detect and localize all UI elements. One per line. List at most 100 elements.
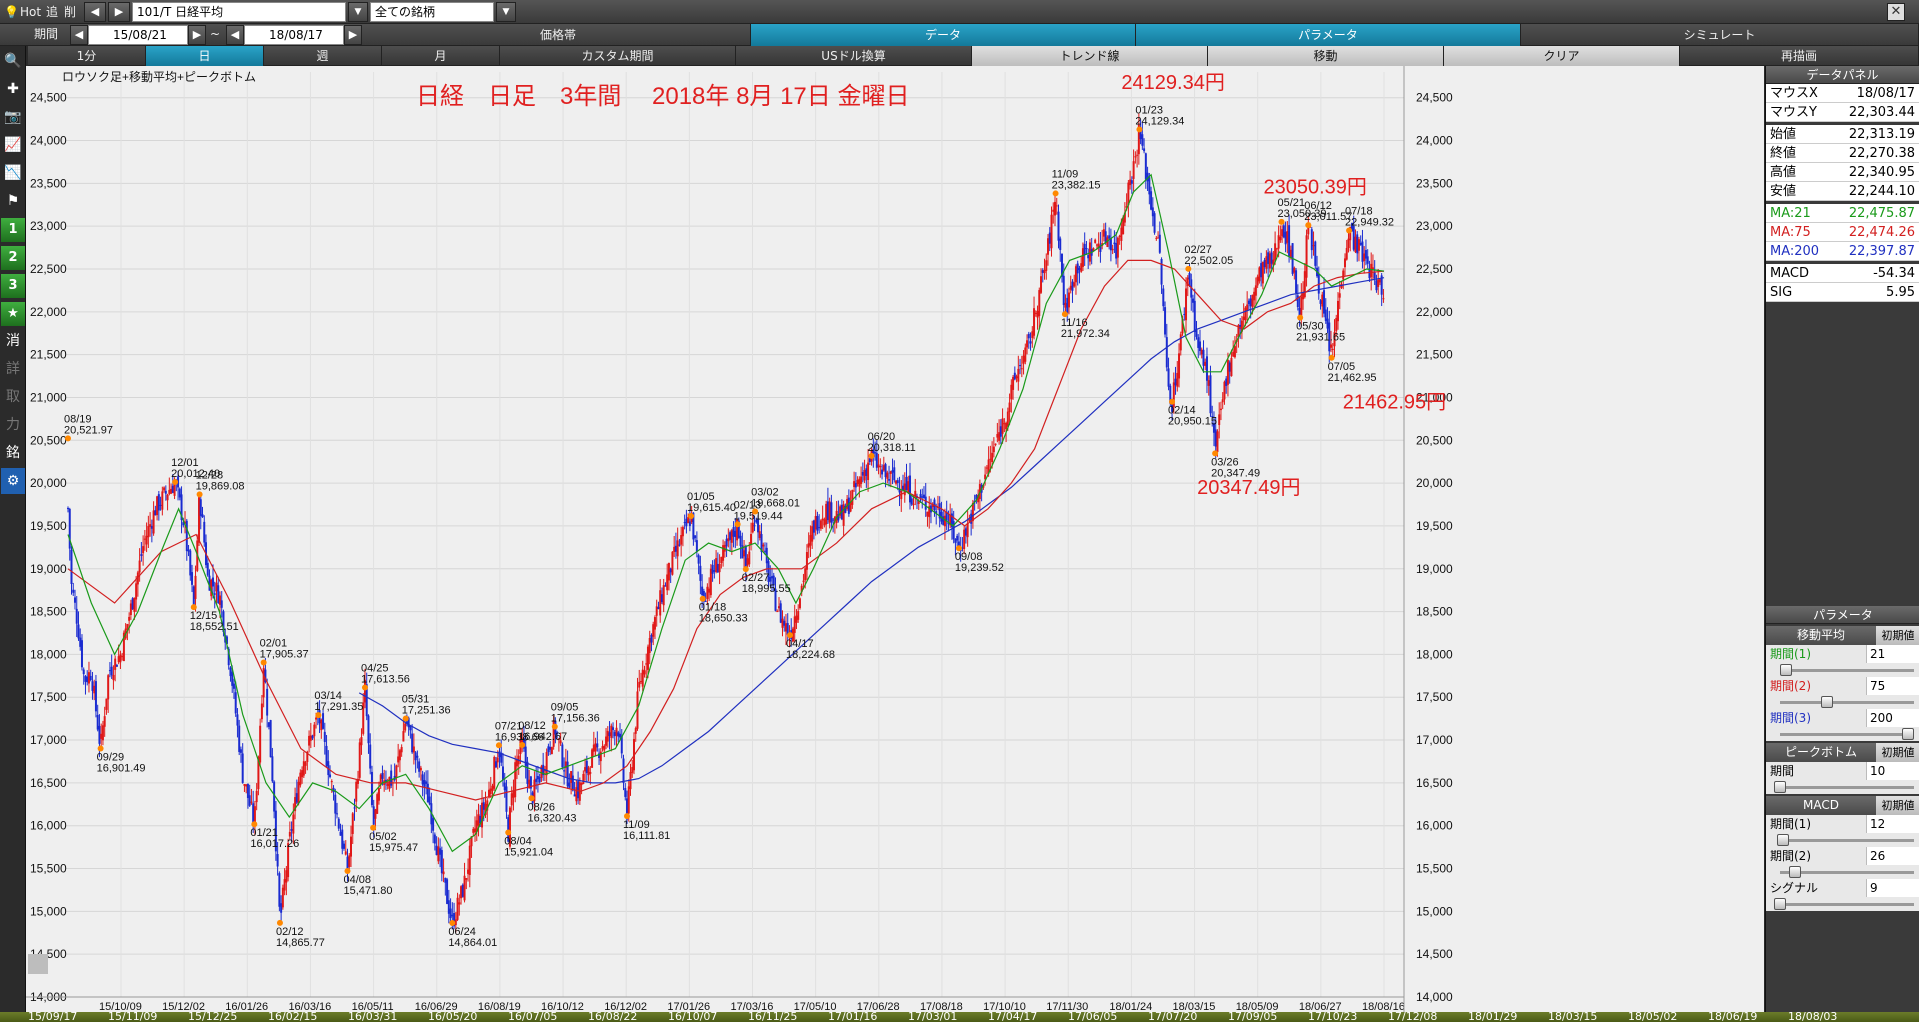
end-date-input[interactable]: 18/08/17 — [244, 25, 344, 45]
symbol-button[interactable]: 銘 — [6, 445, 20, 461]
delete-button[interactable]: 削 — [64, 5, 77, 19]
slider-track[interactable] — [1780, 701, 1914, 704]
candle-body — [103, 716, 106, 727]
flag-icon[interactable]: ⚑ — [6, 193, 20, 209]
candle-body — [856, 479, 859, 485]
universe-dropdown-icon[interactable]: ▼ — [496, 2, 516, 22]
trendline-button[interactable]: トレンド線 — [972, 46, 1208, 66]
detail-button[interactable]: 詳 — [6, 361, 20, 377]
tab-data[interactable]: データ — [751, 24, 1136, 46]
peak-value-label: 16,938.66 — [495, 731, 544, 743]
trade-button[interactable]: 取 — [6, 389, 20, 405]
reset-defaults-button[interactable]: 初期値 — [1876, 626, 1919, 645]
slider-track[interactable] — [1780, 839, 1914, 842]
slider-thumb[interactable] — [1780, 664, 1793, 676]
start-date-input[interactable]: 15/08/21 — [88, 25, 188, 45]
symbol-input[interactable]: 101/T 日経平均 — [132, 2, 346, 22]
erase-button[interactable]: 消 — [6, 333, 20, 349]
parameter-slider[interactable] — [1766, 663, 1919, 677]
preset-1-button[interactable]: 1 — [1, 218, 25, 242]
tab-parameters[interactable]: パラメータ — [1136, 24, 1521, 46]
end-next-button[interactable]: ▶ — [344, 25, 362, 45]
slider-track[interactable] — [1780, 733, 1914, 736]
candle-body — [135, 583, 138, 600]
move-button[interactable]: 移動 — [1208, 46, 1444, 66]
candle-body — [1104, 231, 1107, 243]
camera-icon[interactable]: 📷 — [4, 109, 22, 125]
chart-area[interactable]: 14,000 14,000 14,500 14,500 15,000 15,000 15,5… — [26, 66, 1764, 1012]
candle-body — [594, 743, 597, 752]
candle-body — [737, 520, 740, 538]
settings-gear-icon[interactable]: ⚙ — [1, 468, 25, 494]
zoom-icon[interactable]: 🔍 — [4, 53, 22, 69]
data-panel-value: 18/08/17 — [1856, 86, 1915, 101]
chart-indicator-icon[interactable]: 📉 — [4, 165, 22, 181]
interval-weekly-button[interactable]: 週 — [264, 46, 382, 66]
next-symbol-button[interactable]: ▶ — [108, 2, 130, 22]
reset-defaults-button[interactable]: 初期値 — [1876, 743, 1919, 762]
slider-thumb[interactable] — [1821, 696, 1834, 708]
parameter-value-input[interactable]: 10 — [1866, 762, 1919, 780]
crosshair-icon[interactable]: ✚ — [7, 81, 19, 97]
slider-thumb[interactable] — [1902, 728, 1914, 740]
parameter-value-input[interactable]: 26 — [1866, 847, 1919, 865]
parameter-value-input[interactable]: 12 — [1866, 815, 1919, 833]
parameter-slider[interactable] — [1766, 780, 1919, 794]
tab-price-range[interactable]: 価格帯 — [366, 24, 751, 46]
hot-icon[interactable]: 💡 — [4, 5, 19, 19]
parameter-value-input[interactable]: 75 — [1866, 677, 1919, 695]
parameter-slider[interactable] — [1766, 897, 1919, 911]
candle-body — [1211, 416, 1214, 418]
parameter-slider[interactable] — [1766, 865, 1919, 879]
slider-thumb[interactable] — [1774, 781, 1786, 793]
hot-button[interactable]: Hot — [20, 5, 42, 19]
usd-convert-button[interactable]: USドル換算 — [736, 46, 972, 66]
slider-thumb[interactable] — [1789, 866, 1802, 878]
mini-chart-icon[interactable] — [28, 954, 48, 974]
chart-line-icon[interactable]: 📈 — [4, 137, 22, 153]
ma21-line — [67, 173, 1385, 853]
candle-body — [1284, 231, 1287, 245]
slider-thumb[interactable] — [1776, 834, 1789, 846]
custom-period-button[interactable]: カスタム期間 — [500, 46, 736, 66]
interval-monthly-button[interactable]: 月 — [382, 46, 500, 66]
start-next-button[interactable]: ▶ — [188, 25, 206, 45]
interval-1min-button[interactable]: 1分 — [28, 46, 146, 66]
parameter-value-input[interactable]: 9 — [1866, 879, 1919, 897]
tab-simulate[interactable]: シミュレート — [1521, 24, 1919, 46]
slider-thumb[interactable] — [1774, 898, 1786, 910]
start-prev-button[interactable]: ◀ — [70, 25, 88, 45]
universe-select[interactable]: 全ての銘柄 — [370, 2, 494, 22]
peak-date-label: 11/09 — [1052, 168, 1079, 180]
parameter-slider[interactable] — [1766, 695, 1919, 709]
slider-track[interactable] — [1780, 871, 1914, 874]
slider-track[interactable] — [1780, 903, 1914, 906]
candle-body — [837, 514, 840, 521]
candle-body — [461, 884, 464, 897]
add-button[interactable]: 追 — [46, 5, 59, 19]
data-panel-label: 高値 — [1770, 165, 1797, 180]
close-icon[interactable]: ✕ — [1887, 3, 1905, 21]
reset-defaults-button[interactable]: 初期値 — [1876, 796, 1919, 815]
power-button[interactable]: 力 — [6, 417, 20, 433]
preset-3-button[interactable]: 3 — [1, 274, 25, 298]
star-icon[interactable]: ★ — [1, 302, 25, 326]
slider-track[interactable] — [1780, 786, 1914, 789]
interval-daily-button[interactable]: 日 — [146, 46, 264, 66]
parameter-slider[interactable] — [1766, 727, 1919, 741]
slider-track[interactable] — [1780, 669, 1914, 672]
clear-button[interactable]: クリア — [1444, 46, 1680, 66]
parameter-slider[interactable] — [1766, 833, 1919, 847]
redraw-button[interactable]: 再描画 — [1680, 46, 1919, 66]
candle-body — [346, 856, 349, 873]
parameter-value-input[interactable]: 21 — [1866, 645, 1919, 663]
end-prev-button[interactable]: ◀ — [226, 25, 244, 45]
preset-2-button[interactable]: 2 — [1, 246, 25, 270]
candle-body — [299, 772, 302, 786]
symbol-dropdown-icon[interactable]: ▼ — [348, 2, 368, 22]
candle-body — [591, 749, 594, 768]
candle-body — [1244, 307, 1247, 321]
prev-symbol-button[interactable]: ◀ — [84, 2, 106, 22]
parameter-value-input[interactable]: 200 — [1866, 709, 1919, 727]
